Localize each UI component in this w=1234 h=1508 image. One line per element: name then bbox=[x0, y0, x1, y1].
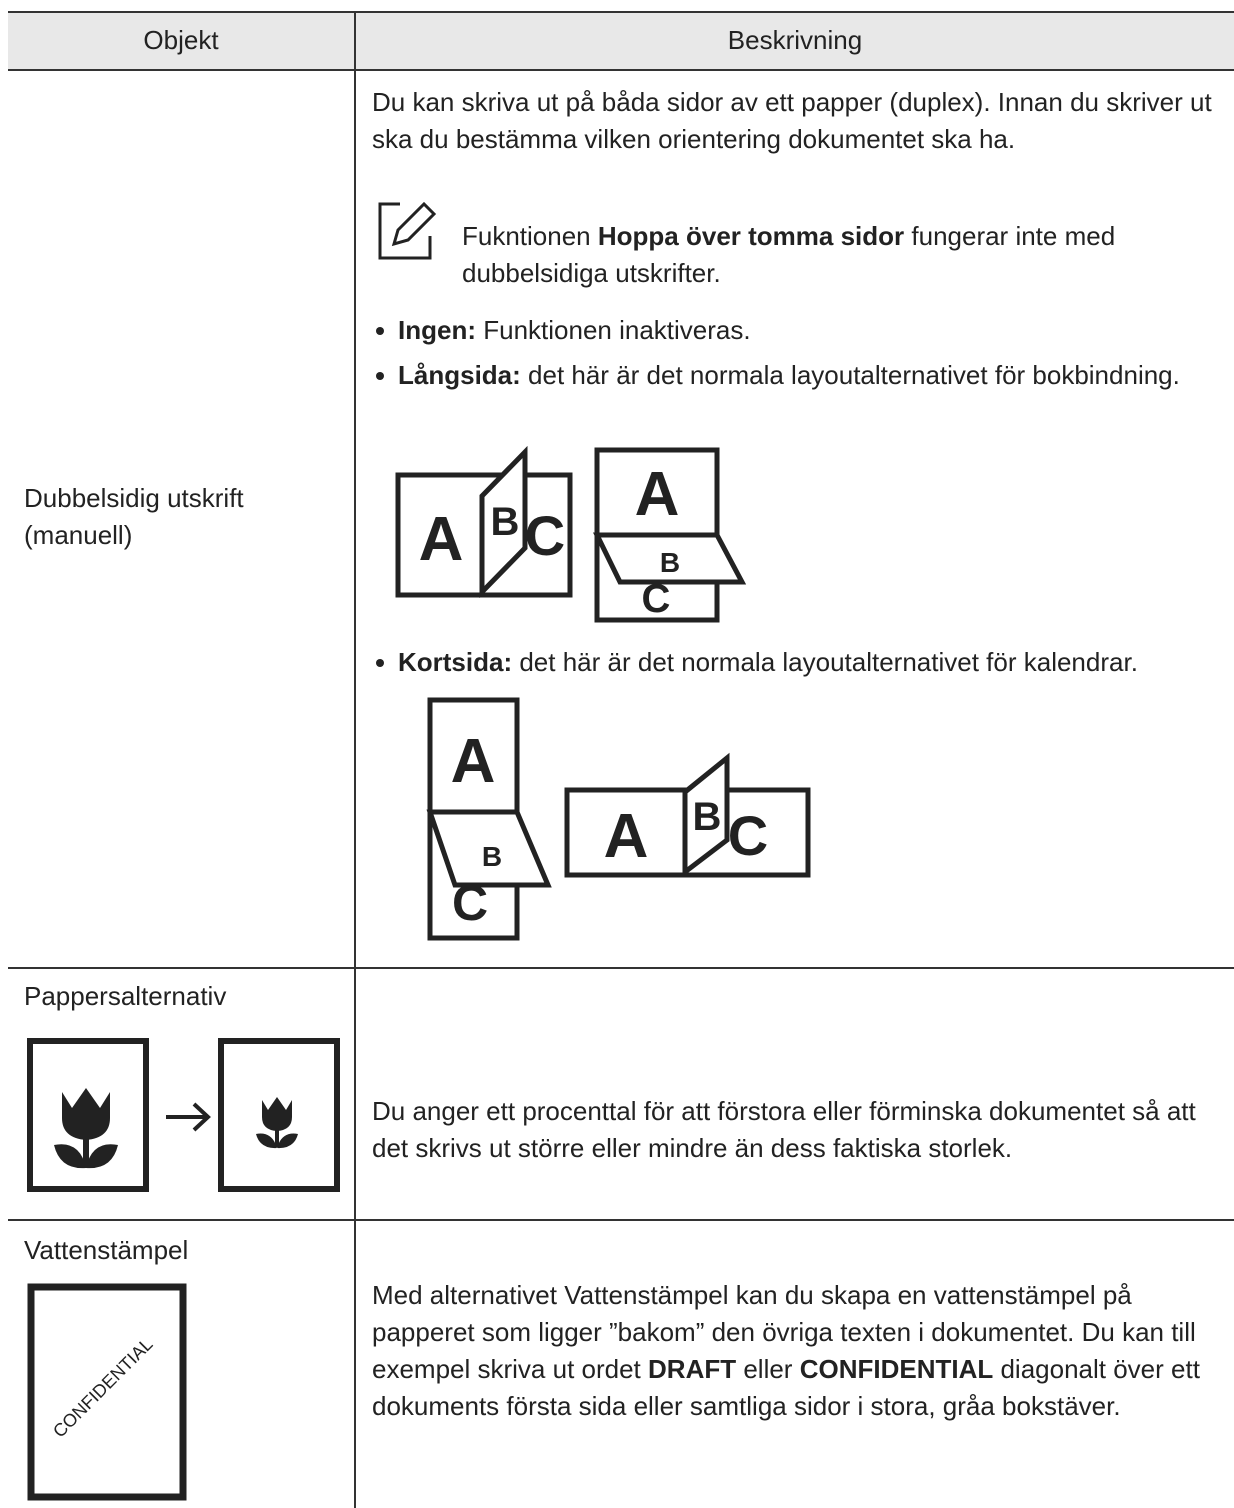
letter: B bbox=[660, 547, 680, 578]
header-background bbox=[8, 12, 1234, 70]
illustration-letters: A B C A B C A B C A B C bbox=[419, 460, 769, 931]
description-bold: CONFIDENTIAL bbox=[799, 1354, 994, 1384]
rule bbox=[8, 1219, 1234, 1221]
rule bbox=[8, 69, 1234, 71]
description-text: diagonalt över ett dokuments första sida… bbox=[372, 1354, 1200, 1421]
letter: B bbox=[693, 795, 722, 839]
option-text: Funktionen inaktiveras. bbox=[476, 315, 751, 345]
watermark-text: CONFIDENTIAL bbox=[49, 1334, 156, 1441]
column-divider bbox=[354, 12, 356, 1508]
description: Du anger ett procenttal för att förstora… bbox=[372, 1096, 1196, 1163]
letter: A bbox=[604, 802, 649, 871]
letter: C bbox=[642, 577, 671, 621]
option-label: Långsida: bbox=[398, 360, 521, 390]
header-cell: Beskrivning bbox=[727, 25, 863, 55]
long-edge-illustration bbox=[395, 445, 747, 623]
letter: A bbox=[635, 460, 680, 529]
note-bold: Hoppa över tomma sidor bbox=[597, 221, 905, 251]
option-label: Ingen: bbox=[398, 315, 476, 345]
rule bbox=[8, 11, 1234, 13]
item-label: Dubbelsidig utskrift (manuell) bbox=[24, 483, 244, 550]
item-label: Pappersalternativ bbox=[24, 981, 227, 1011]
intro-text: Du kan skriva ut på båda sidor av ett pa… bbox=[372, 87, 1212, 154]
letter: C bbox=[525, 504, 565, 567]
scale-illustration bbox=[27, 1038, 340, 1192]
letter: C bbox=[452, 875, 488, 931]
letter: A bbox=[419, 505, 464, 574]
item-label: Vattenstämpel bbox=[24, 1235, 189, 1265]
description-bold: DRAFT bbox=[648, 1354, 737, 1384]
note-text: Fukntionen Hoppa över tomma sidor funger… bbox=[462, 218, 1182, 292]
option-label: Kortsida: bbox=[398, 647, 513, 677]
letter: A bbox=[451, 727, 496, 796]
description-text: eller bbox=[736, 1354, 800, 1384]
option-text: det här är det normala layoutalternative… bbox=[512, 647, 1138, 677]
letter: C bbox=[728, 804, 768, 867]
option-list: Ingen: Funktionen inaktiveras. Långsida:… bbox=[372, 312, 1192, 394]
note-text: Fukntionen bbox=[462, 221, 598, 251]
letter: B bbox=[491, 500, 520, 544]
option-list: Kortsida: det här är det normala layouta… bbox=[372, 644, 1232, 681]
short-edge-illustration bbox=[426, 697, 811, 941]
option: Ingen: Funktionen inaktiveras. bbox=[372, 312, 1192, 349]
note-text: fungerar inte med dubbelsidiga utskrifte… bbox=[462, 221, 1116, 288]
letter: B bbox=[482, 841, 502, 872]
note-icon bbox=[378, 201, 437, 260]
watermark-illustration: CONFIDENTIAL bbox=[27, 1283, 187, 1501]
rule bbox=[8, 967, 1234, 969]
option: Kortsida: det här är det normala layouta… bbox=[372, 644, 1232, 681]
option: Långsida: det här är det normala layouta… bbox=[372, 357, 1192, 394]
option-text: det här är det normala layoutalternative… bbox=[520, 360, 1180, 390]
header-cell: Objekt bbox=[143, 25, 219, 55]
description: Med alternativet Vattenstämpel kan du sk… bbox=[372, 1277, 1222, 1425]
description-text: Med alternativet Vattenstämpel kan du sk… bbox=[372, 1280, 1196, 1384]
